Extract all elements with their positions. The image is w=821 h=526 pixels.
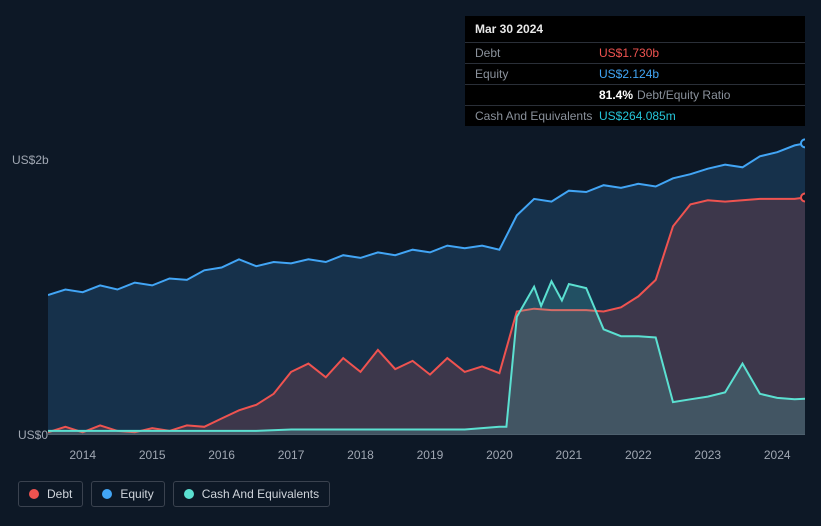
tooltip-value: US$2.124b bbox=[599, 67, 659, 81]
x-axis-label: 2020 bbox=[486, 448, 513, 462]
x-axis-label: 2021 bbox=[556, 448, 583, 462]
tooltip-row-ratio: 81.4% Debt/Equity Ratio bbox=[465, 85, 805, 106]
legend-label: Equity bbox=[120, 487, 153, 501]
x-axis-label: 2015 bbox=[139, 448, 166, 462]
tooltip-label bbox=[475, 88, 599, 102]
tooltip-row-cash: Cash And Equivalents US$264.085m bbox=[465, 106, 805, 126]
x-axis-label: 2022 bbox=[625, 448, 652, 462]
x-axis-label: 2017 bbox=[278, 448, 305, 462]
tooltip-value: US$1.730b bbox=[599, 46, 659, 60]
legend-swatch bbox=[29, 489, 39, 499]
legend-item-cash[interactable]: Cash And Equivalents bbox=[173, 481, 330, 507]
x-axis-label: 2014 bbox=[69, 448, 96, 462]
tooltip-row-debt: Debt US$1.730b bbox=[465, 43, 805, 64]
y-axis-label: US$2b bbox=[12, 153, 49, 167]
legend-label: Debt bbox=[47, 487, 72, 501]
legend-swatch bbox=[102, 489, 112, 499]
chart-container: Mar 30 2024 Debt US$1.730b Equity US$2.1… bbox=[0, 0, 821, 526]
chart-plot[interactable] bbox=[48, 133, 805, 435]
tooltip-ratio-pct: 81.4% bbox=[599, 88, 633, 102]
tooltip-ratio-label: Debt/Equity Ratio bbox=[637, 88, 730, 102]
tooltip-label: Cash And Equivalents bbox=[475, 109, 599, 123]
legend-item-debt[interactable]: Debt bbox=[18, 481, 83, 507]
legend-swatch bbox=[184, 489, 194, 499]
legend-label: Cash And Equivalents bbox=[202, 487, 319, 501]
x-axis-label: 2016 bbox=[208, 448, 235, 462]
legend-item-equity[interactable]: Equity bbox=[91, 481, 164, 507]
y-axis-label: US$0 bbox=[18, 428, 48, 442]
tooltip-date: Mar 30 2024 bbox=[465, 16, 805, 43]
legend: Debt Equity Cash And Equivalents bbox=[18, 481, 330, 507]
series-end-dot bbox=[801, 194, 805, 202]
tooltip-row-equity: Equity US$2.124b bbox=[465, 64, 805, 85]
x-axis-label: 2018 bbox=[347, 448, 374, 462]
tooltip: Mar 30 2024 Debt US$1.730b Equity US$2.1… bbox=[465, 16, 805, 126]
tooltip-label: Equity bbox=[475, 67, 599, 81]
tooltip-value: US$264.085m bbox=[599, 109, 676, 123]
series-end-dot bbox=[801, 139, 805, 147]
x-axis-label: 2019 bbox=[417, 448, 444, 462]
x-axis-label: 2023 bbox=[694, 448, 721, 462]
tooltip-label: Debt bbox=[475, 46, 599, 60]
x-axis-label: 2024 bbox=[764, 448, 791, 462]
